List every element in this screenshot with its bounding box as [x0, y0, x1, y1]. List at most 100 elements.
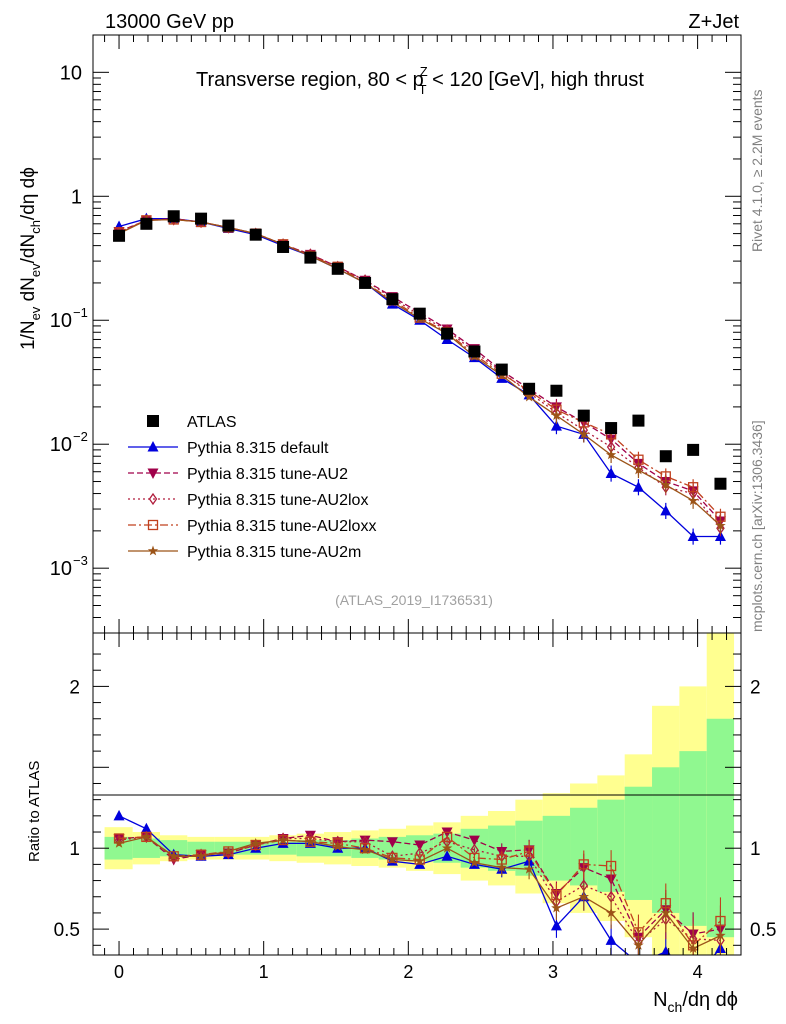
ratio-band-inner: [542, 815, 571, 881]
x-tick-label: 3: [548, 962, 558, 982]
ratio-point-default: [140, 822, 152, 834]
plot-title-sub: T: [419, 82, 427, 97]
data-point-AU2m: [523, 391, 535, 402]
data-point-ATLAS: [577, 409, 590, 422]
x-axis-title: Nch/dη dϕ: [653, 989, 738, 1015]
data-point-ATLAS: [277, 240, 290, 253]
ratio-point-AU2m: [387, 854, 398, 864]
legend-entry-AU2lox: Pythia 8.315 tune-AU2lox: [128, 492, 368, 509]
legend-label: Pythia 8.315 tune-AU2: [187, 466, 348, 483]
series-line-default: [118, 218, 721, 538]
legend-entry-AU2loxx: Pythia 8.315 tune-AU2loxx: [128, 518, 376, 535]
data-point-ATLAS: [304, 251, 317, 264]
ratio-point-AU2m: [660, 907, 671, 918]
ratio-point-default: [633, 957, 644, 968]
y-tick-exponent: −1: [73, 305, 88, 320]
legend-label: Pythia 8.315 default: [187, 440, 329, 457]
data-point-ATLAS: [113, 229, 126, 242]
ratio-point-AU2lox: [470, 843, 479, 856]
ratio-point-AU2m: [359, 844, 371, 855]
ratio-point-AU2loxx: [578, 859, 589, 870]
energy-label: 13000 GeV pp: [105, 11, 234, 33]
data-point-AU2m: [605, 449, 617, 460]
series-ATLAS: [113, 210, 727, 490]
ratio-point-AU2m: [441, 842, 453, 853]
data-point-ATLAS: [359, 276, 372, 289]
legend-label: Pythia 8.315 tune-AU2m: [187, 544, 361, 561]
y-tick-label: 10: [50, 434, 72, 456]
data-point-ATLAS: [195, 212, 208, 225]
legend-entry-AU2: Pythia 8.315 tune-AU2: [128, 466, 348, 483]
ratio-y-tick-label-right: 0.5: [750, 920, 776, 941]
ratio-point-AU2m: [633, 939, 644, 950]
plot-title-sup: Z: [420, 64, 428, 79]
rivet-label: Rivet 4.1.0, ≥ 2.2M events: [749, 89, 765, 252]
ratio-y-tick-label-right: 1: [750, 839, 761, 860]
ratio-y-tick-label: 0.5: [54, 920, 80, 941]
x-tick-label: 0: [114, 962, 124, 982]
legend-marker: [148, 492, 158, 506]
ratio-point-AU2m: [578, 891, 589, 902]
ratio-point-AU2m: [195, 850, 207, 861]
ratio-point-AU2: [468, 835, 480, 847]
data-point-AU2m: [660, 479, 671, 490]
data-point-ATLAS: [523, 382, 536, 395]
ratio-point-AU2loxx: [523, 846, 535, 857]
data-point-ATLAS: [331, 262, 344, 275]
ratio-point-AU2m: [305, 836, 316, 847]
data-point-AU2m: [578, 428, 589, 439]
legend-label: Pythia 8.315 tune-AU2lox: [187, 492, 368, 509]
x-tick-label: 4: [693, 962, 703, 982]
data-point-AU2m: [687, 495, 699, 506]
ratio-point-AU2m: [223, 845, 234, 856]
ratio-point-AU2loxx: [441, 831, 453, 843]
legend-marker: [147, 468, 159, 479]
legend-marker: [147, 545, 159, 556]
x-tick-label: 1: [259, 962, 269, 982]
ratio-band-inner: [187, 841, 215, 855]
data-point-ATLAS: [413, 307, 426, 320]
y-tick-label: 10: [50, 558, 72, 580]
ratio-band-inner: [624, 786, 653, 900]
ratio-point-default: [605, 934, 617, 945]
ratio-band-inner: [679, 751, 707, 926]
data-point-ATLAS: [386, 293, 399, 306]
ratio-point-AU2m: [277, 834, 289, 845]
svg-text:1/Nev dNev/dNch/dη dϕ: 1/Nev dNev/dNch/dη dϕ: [18, 167, 43, 350]
data-point-ATLAS: [167, 210, 180, 223]
process-label: Z+Jet: [688, 11, 739, 33]
data-point-default: [632, 481, 644, 492]
legend-label: Pythia 8.315 tune-AU2loxx: [187, 518, 376, 535]
legend-entry-ATLAS: ATLAS: [147, 414, 237, 431]
data-point-ATLAS: [222, 219, 235, 232]
ratio-y-tick-label: 2: [69, 677, 80, 698]
legend-marker: [147, 519, 159, 531]
ratio-point-AU2m: [469, 857, 480, 868]
y-axis-title-upper: 1/Nev dNev/dNch/dη dϕ: [18, 167, 43, 350]
ratio-point-AU2: [414, 840, 426, 851]
ratio-y-tick-label-right: 2: [750, 677, 761, 698]
ratio-point-AU2m: [551, 902, 562, 913]
ratio-point-AU2m: [715, 930, 726, 940]
data-point-default: [660, 504, 672, 516]
x-tick-label: 2: [403, 962, 413, 982]
legend-label: ATLAS: [187, 414, 237, 431]
ratio-point-AU2m: [141, 831, 152, 842]
y-tick-label: 1: [71, 186, 82, 208]
data-point-AU2loxx: [687, 482, 699, 493]
plot-title-suffix: < 120 [GeV], high thrust: [427, 69, 645, 91]
ratio-series-AU2m: [113, 831, 726, 955]
ratio-point-default: [441, 850, 453, 861]
data-point-ATLAS: [495, 363, 508, 376]
ratio-point-AU2m: [414, 855, 425, 866]
mcplots-label: mcplots.cern.ch [arXiv:1306.3436]: [749, 420, 765, 632]
ratio-point-AU2m: [523, 863, 535, 874]
ratio-y-tick-label: 1: [69, 839, 80, 860]
data-point-ATLAS: [550, 384, 563, 397]
ratio-panel-frame: [92, 632, 742, 956]
plot-title: Transverse region, 80 < pZ T < 120 [GeV],…: [196, 64, 644, 97]
data-point-AU2m: [551, 410, 562, 421]
series-AU2lox: [114, 213, 725, 537]
ratio-point-AU2m: [605, 907, 617, 918]
data-point-ATLAS: [441, 327, 454, 340]
